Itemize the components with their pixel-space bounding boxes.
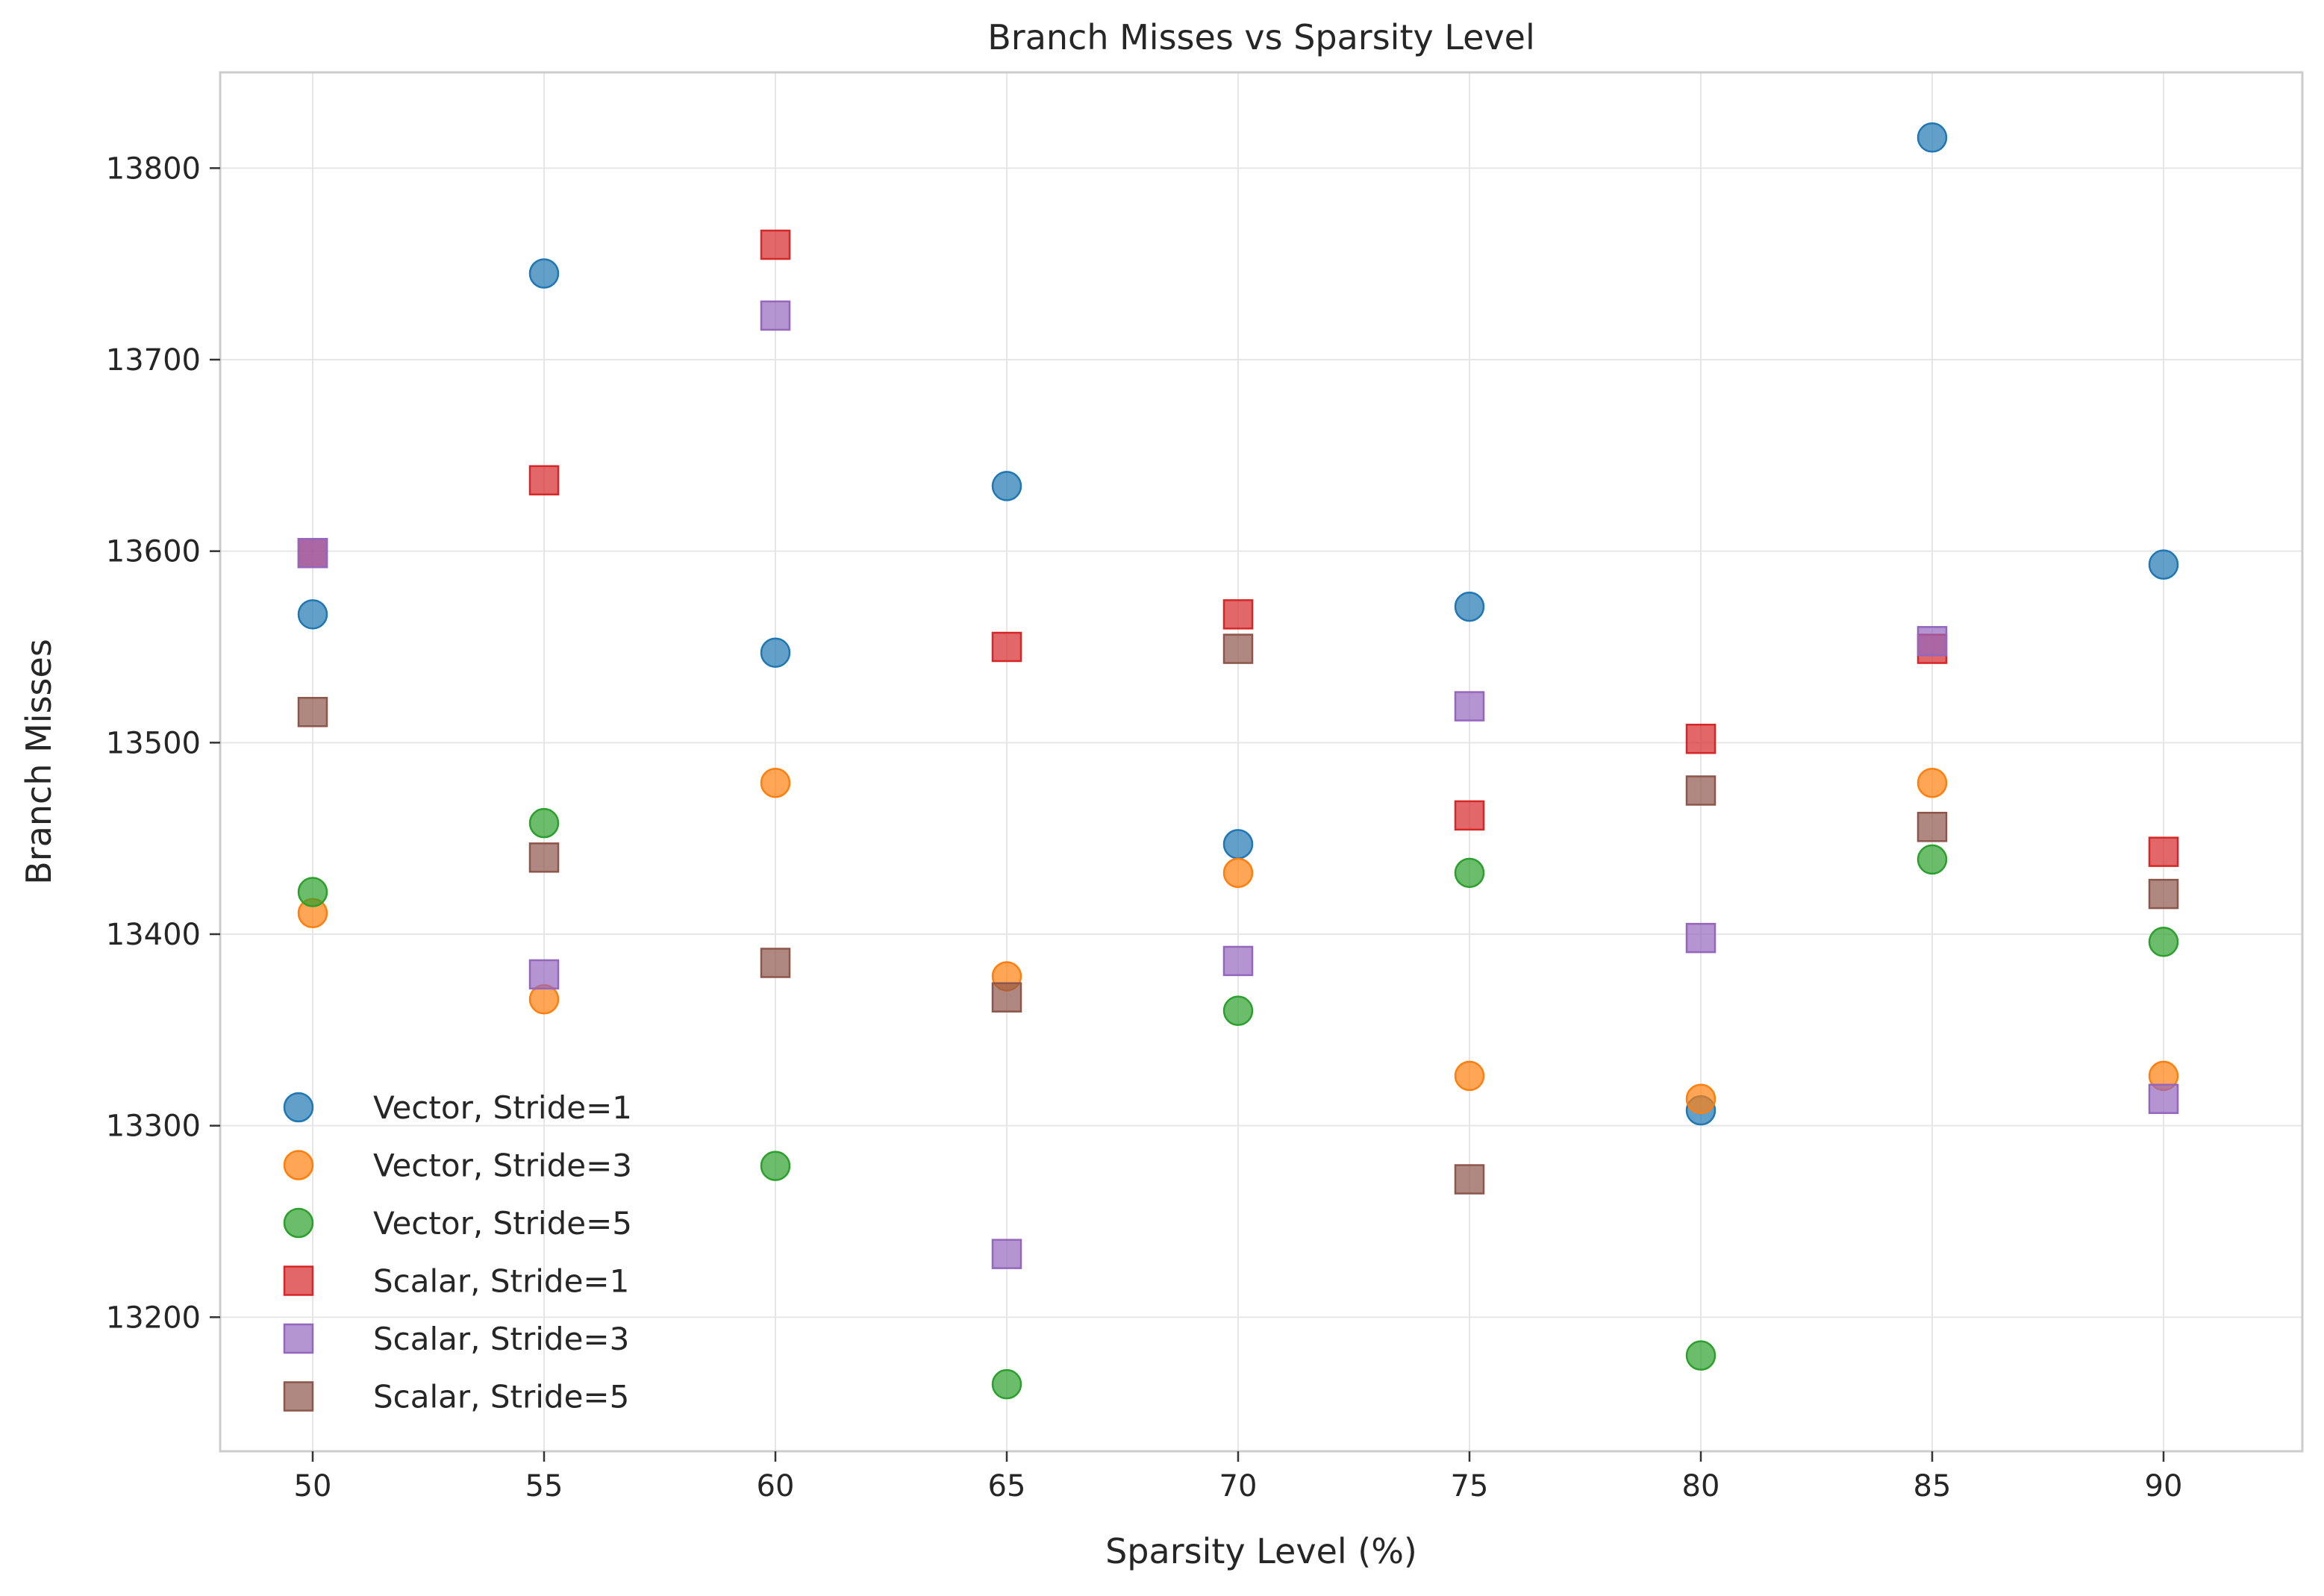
legend-item: Vector, Stride=5 bbox=[283, 1205, 632, 1242]
y-tick-label: 13600 bbox=[106, 535, 201, 569]
x-axis-label: Sparsity Level (%) bbox=[1105, 1531, 1417, 1571]
x-tick-label: 70 bbox=[1219, 1469, 1258, 1503]
y-tick-label: 13500 bbox=[106, 726, 201, 760]
data-point-circle bbox=[1917, 844, 1948, 875]
series-group bbox=[297, 300, 2179, 1269]
legend-item: Scalar, Stride=3 bbox=[283, 1321, 629, 1357]
x-tick-label: 50 bbox=[294, 1469, 332, 1503]
data-point-square bbox=[1454, 691, 1485, 722]
data-point-circle bbox=[1685, 1083, 1717, 1114]
x-tick-label: 60 bbox=[757, 1469, 795, 1503]
legend-marker-square bbox=[283, 1381, 314, 1412]
legend: Vector, Stride=1 Vector, Stride=3 Vector, … bbox=[283, 1089, 632, 1415]
data-point-circle bbox=[2148, 549, 2179, 580]
y-tick-label: 13800 bbox=[106, 151, 201, 186]
data-point-circle bbox=[760, 1151, 791, 1181]
data-point-circle bbox=[1454, 1060, 1485, 1092]
data-point-square bbox=[1454, 1164, 1485, 1195]
data-point-circle bbox=[528, 807, 560, 839]
data-point-square bbox=[991, 1239, 1022, 1269]
data-point-circle bbox=[1454, 857, 1485, 889]
legend-label: Scalar, Stride=3 bbox=[373, 1321, 629, 1357]
data-point-square bbox=[1917, 812, 1948, 842]
data-point-circle bbox=[1222, 829, 1254, 860]
legend-label: Vector, Stride=1 bbox=[373, 1089, 632, 1126]
data-points bbox=[297, 122, 2179, 1400]
data-point-square bbox=[760, 229, 791, 260]
grid bbox=[220, 72, 2302, 1451]
y-tick-label: 13300 bbox=[106, 1110, 201, 1144]
data-point-circle bbox=[991, 471, 1022, 501]
series-group bbox=[297, 122, 2179, 1126]
x-tick-label: 90 bbox=[2145, 1469, 2183, 1503]
data-point-circle bbox=[991, 1368, 1022, 1400]
data-point-circle bbox=[760, 637, 791, 668]
data-point-square bbox=[1222, 945, 1254, 977]
legend-label: Vector, Stride=3 bbox=[373, 1148, 632, 1184]
chart-title: Branch Misses vs Sparsity Level bbox=[987, 17, 1535, 57]
legend-item: Vector, Stride=3 bbox=[283, 1148, 632, 1184]
data-point-square bbox=[528, 465, 560, 495]
data-point-circle bbox=[297, 599, 328, 630]
data-point-square bbox=[991, 631, 1022, 663]
axis-ticks: 50 55 60 65 70 75 80 85 90 13200 13300 13400 13500 13… bbox=[106, 151, 2183, 1503]
legend-item: Scalar, Stride=5 bbox=[283, 1379, 629, 1415]
legend-label: Scalar, Stride=5 bbox=[373, 1379, 629, 1415]
data-point-square bbox=[1685, 922, 1717, 954]
y-tick-label: 13400 bbox=[106, 918, 201, 952]
legend-label: Scalar, Stride=1 bbox=[373, 1263, 629, 1300]
data-point-square bbox=[2148, 836, 2179, 867]
legend-item: Vector, Stride=1 bbox=[283, 1089, 632, 1126]
data-point-square bbox=[1685, 775, 1717, 806]
series-group bbox=[297, 807, 2179, 1400]
x-tick-label: 65 bbox=[988, 1469, 1026, 1503]
plot-frame bbox=[219, 71, 2304, 1453]
data-point-square bbox=[528, 842, 560, 873]
data-point-circle bbox=[760, 767, 791, 798]
series-group bbox=[297, 633, 2179, 1195]
legend-marker-square bbox=[283, 1323, 314, 1354]
legend-marker-circle bbox=[283, 1150, 314, 1180]
data-point-square bbox=[1454, 800, 1485, 831]
data-point-circle bbox=[1917, 767, 1948, 798]
data-point-square bbox=[2148, 1083, 2179, 1114]
legend-marker-circle bbox=[283, 1207, 314, 1239]
legend-item: Scalar, Stride=1 bbox=[283, 1263, 629, 1300]
data-point-square bbox=[991, 982, 1022, 1013]
data-point-circle bbox=[1685, 1340, 1717, 1371]
data-point-square bbox=[760, 948, 791, 978]
data-point-square bbox=[1222, 633, 1254, 664]
y-tick-label: 13700 bbox=[106, 343, 201, 378]
data-point-circle bbox=[2148, 927, 2179, 957]
data-point-circle bbox=[1222, 857, 1254, 889]
x-tick-label: 55 bbox=[525, 1469, 563, 1503]
legend-label: Vector, Stride=5 bbox=[373, 1205, 632, 1242]
data-point-circle bbox=[1222, 995, 1254, 1026]
data-point-square bbox=[1685, 723, 1717, 754]
x-tick-label: 80 bbox=[1682, 1469, 1720, 1503]
x-tick-label: 85 bbox=[1914, 1469, 1952, 1503]
y-axis-label: Branch Misses bbox=[19, 639, 59, 885]
y-tick-label: 13200 bbox=[106, 1301, 201, 1335]
legend-marker-circle bbox=[283, 1092, 314, 1123]
data-point-square bbox=[528, 959, 560, 990]
data-point-circle bbox=[297, 877, 328, 907]
data-point-circle bbox=[1917, 122, 1948, 153]
legend-marker-square bbox=[283, 1265, 314, 1296]
data-point-square bbox=[297, 697, 328, 727]
data-point-square bbox=[297, 537, 328, 569]
series-group bbox=[297, 767, 2179, 1114]
data-point-square bbox=[760, 300, 791, 331]
x-tick-label: 75 bbox=[1451, 1469, 1489, 1503]
data-point-square bbox=[2148, 878, 2179, 910]
data-point-square bbox=[1222, 599, 1254, 630]
data-point-circle bbox=[1454, 591, 1485, 622]
data-point-circle bbox=[528, 258, 560, 289]
data-point-square bbox=[1917, 626, 1948, 657]
